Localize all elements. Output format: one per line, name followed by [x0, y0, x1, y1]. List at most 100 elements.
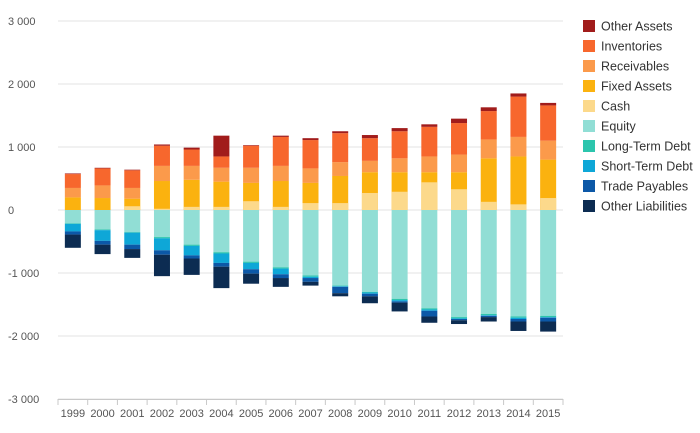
bar-segment-fixed-assets — [540, 159, 557, 210]
bar-segment-long-term-debt — [94, 229, 111, 231]
bar-segment-fixed-assets — [153, 181, 170, 210]
bar-segment-cash — [540, 198, 557, 210]
bar-segment-other-assets — [213, 135, 230, 157]
bar-segment-other-assets — [361, 135, 378, 139]
bar-segment-short-term-debt — [272, 268, 289, 275]
bar-segment-other-liabilities — [64, 234, 81, 248]
bar-segment-other-liabilities — [332, 293, 349, 297]
bar-segment-other-assets — [510, 93, 527, 97]
bar-segment-other-liabilities — [243, 273, 260, 284]
bar-segment-inventories — [153, 145, 170, 166]
legend-swatch — [583, 140, 595, 152]
bar-segment-fixed-assets — [480, 158, 497, 210]
bar-segment-short-term-debt — [94, 230, 111, 241]
bar-segment-equity — [153, 210, 170, 238]
bar-segment-cash — [153, 208, 170, 210]
bar-segment-short-term-debt — [302, 276, 319, 279]
bar-segment-trade-payables — [153, 250, 170, 255]
bar-segment-other-assets — [153, 144, 170, 146]
bar-segment-equity — [451, 210, 468, 318]
bar-segment-other-liabilities — [421, 316, 438, 323]
bar-segment-inventories — [94, 168, 111, 186]
bar-segment-long-term-debt — [451, 317, 468, 319]
x-tick-label: 2011 — [417, 408, 441, 420]
x-tick-label: 2010 — [387, 408, 411, 420]
bar-segment-inventories — [213, 156, 230, 168]
bar-segment-trade-payables — [510, 318, 527, 322]
y-tick-label: -1 000 — [8, 268, 39, 280]
bar-segment-long-term-debt — [243, 261, 260, 263]
legend-swatch — [583, 160, 595, 172]
y-tick-label: 3 000 — [8, 16, 36, 28]
bar-segment-equity — [243, 210, 260, 262]
bar-segment-equity — [361, 210, 378, 292]
bar-segment-long-term-debt — [361, 291, 378, 293]
bar-segment-cash — [272, 206, 289, 210]
x-tick-label: 2002 — [150, 408, 174, 420]
legend-label: Trade Payables — [601, 180, 688, 194]
bar-segment-other-assets — [451, 118, 468, 124]
bar-segment-inventories — [391, 131, 408, 159]
bar-segment-receivables — [94, 185, 111, 199]
bar-segment-inventories — [480, 111, 497, 140]
bar-segment-equity — [540, 210, 557, 316]
legend-label: Long-Term Debt — [601, 140, 691, 154]
x-tick-label: 1999 — [61, 408, 85, 420]
legend-label: Receivables — [601, 60, 669, 74]
bar-segment-short-term-debt — [243, 262, 260, 270]
bar-segment-receivables — [243, 167, 260, 183]
bar-segment-other-liabilities — [153, 254, 170, 277]
bar-segment-other-liabilities — [213, 266, 230, 289]
bar-segment-trade-payables — [272, 274, 289, 279]
bar-segment-other-assets — [243, 145, 260, 146]
bar-segment-equity — [391, 210, 408, 299]
bar-segment-inventories — [421, 126, 438, 157]
bar-segment-trade-payables — [391, 301, 408, 303]
bar-segment-trade-payables — [361, 293, 378, 297]
bar-segment-trade-payables — [213, 262, 230, 267]
bar-segment-short-term-debt — [213, 253, 230, 263]
bar-segment-long-term-debt — [421, 308, 438, 310]
y-tick-label: 1 000 — [8, 142, 36, 154]
bar-segment-cash — [124, 206, 141, 210]
bar-segment-long-term-debt — [272, 267, 289, 269]
bar-segment-receivables — [332, 162, 349, 176]
y-tick-label: 0 — [8, 205, 14, 217]
bar-segment-fixed-assets — [332, 175, 349, 210]
bar-segment-other-liabilities — [272, 278, 289, 287]
legend-label: Fixed Assets — [601, 80, 672, 94]
bar-segment-receivables — [153, 165, 170, 182]
bar-segment-long-term-debt — [302, 275, 319, 277]
bar-segment-equity — [272, 210, 289, 268]
bar-segment-other-liabilities — [480, 317, 497, 322]
bar-segment-other-liabilities — [391, 302, 408, 312]
bar-segment-short-term-debt — [421, 309, 438, 311]
bar-segment-trade-payables — [243, 269, 260, 274]
bar-segment-other-assets — [480, 107, 497, 112]
bar-segment-equity — [510, 210, 527, 317]
bar-segment-trade-payables — [124, 244, 141, 250]
bar-segment-short-term-debt — [361, 292, 378, 294]
x-tick-label: 2001 — [120, 408, 144, 420]
bar-segment-long-term-debt — [540, 315, 557, 318]
bar-segment-trade-payables — [480, 315, 497, 318]
bar-segment-receivables — [510, 136, 527, 157]
bar-segment-equity — [183, 210, 200, 245]
bar-segment-long-term-debt — [332, 285, 349, 287]
bar-segment-receivables — [64, 187, 81, 198]
bar-segment-other-liabilities — [540, 321, 557, 332]
bar-segment-cash — [302, 203, 319, 210]
x-tick-label: 2000 — [90, 408, 114, 420]
bar-segment-equity — [302, 210, 319, 276]
bar-segment-other-liabilities — [361, 296, 378, 304]
bar-segment-equity — [94, 210, 111, 230]
bar-segment-equity — [480, 210, 497, 314]
bar-segment-other-liabilities — [510, 321, 527, 331]
bar-segment-receivables — [272, 165, 289, 182]
bar-segment-cash — [213, 206, 230, 210]
bar-segment-short-term-debt — [451, 318, 468, 319]
bar-segment-receivables — [480, 139, 497, 159]
y-tick-label: -3 000 — [8, 394, 39, 406]
x-tick-label: 2006 — [269, 408, 293, 420]
legend: Other Assets Inventories Receivables Fixed … — [583, 20, 693, 214]
